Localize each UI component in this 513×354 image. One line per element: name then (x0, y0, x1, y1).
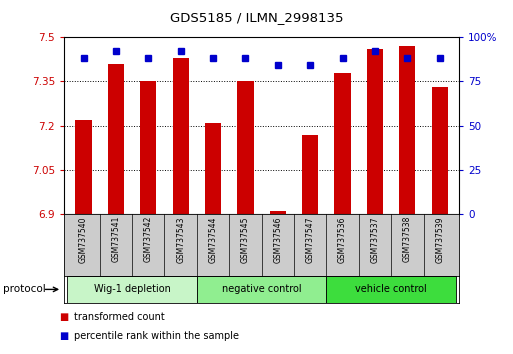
Bar (399, 46, 416, 214)
Bar (302, 135, 318, 214)
Text: GSM737546: GSM737546 (273, 216, 282, 263)
Text: GSM737544: GSM737544 (209, 216, 218, 263)
Text: negative control: negative control (222, 284, 302, 295)
Bar (75, 120, 92, 214)
Text: transformed count: transformed count (74, 312, 165, 322)
Bar (367, 49, 383, 214)
Bar (108, 64, 124, 214)
Text: GSM737545: GSM737545 (241, 216, 250, 263)
Text: GSM737537: GSM737537 (370, 216, 380, 263)
Bar (431, 87, 448, 214)
Text: GDS5185 / ILMN_2998135: GDS5185 / ILMN_2998135 (170, 11, 343, 24)
Text: GSM737543: GSM737543 (176, 216, 185, 263)
Bar (67, 276, 197, 303)
Text: GSM737536: GSM737536 (338, 216, 347, 263)
Text: percentile rank within the sample: percentile rank within the sample (74, 331, 240, 341)
Bar (172, 58, 189, 214)
Bar (197, 276, 326, 303)
Bar (334, 73, 351, 214)
Text: GSM737542: GSM737542 (144, 216, 153, 262)
Bar (326, 276, 456, 303)
Bar (205, 123, 221, 214)
Text: GSM737538: GSM737538 (403, 216, 412, 262)
Text: GSM737539: GSM737539 (435, 216, 444, 263)
Text: ■: ■ (59, 312, 68, 322)
Text: ■: ■ (59, 331, 68, 341)
Bar (238, 81, 253, 214)
Text: GSM737540: GSM737540 (79, 216, 88, 263)
Text: vehicle control: vehicle control (356, 284, 427, 295)
Text: Wig-1 depletion: Wig-1 depletion (94, 284, 170, 295)
Bar (140, 81, 156, 214)
Text: GSM737541: GSM737541 (111, 216, 121, 262)
Text: GSM737547: GSM737547 (306, 216, 314, 263)
Text: protocol: protocol (3, 284, 45, 295)
Bar (270, 211, 286, 214)
